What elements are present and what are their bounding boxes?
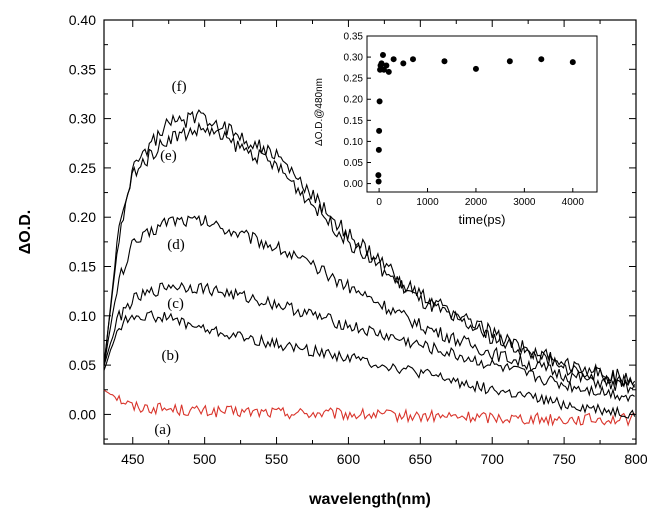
inset-data-point [570,59,576,65]
x-tick-label: 700 [481,451,505,467]
y-tick-label: 0.25 [69,160,96,176]
inset-y-tick-label: 0.00 [344,179,364,190]
inset-data-point [507,58,513,64]
main-y-axis-title: ΔO.D. [17,210,34,254]
y-tick-label: 0.10 [69,308,96,324]
inset-x-tick-label: 1000 [416,197,439,208]
inset-data-point [410,56,416,62]
y-tick-label: 0.40 [69,12,96,28]
inset-plot-frame [367,36,597,192]
inset-data-point [473,66,479,72]
x-tick-label: 650 [409,451,433,467]
inset-x-tick-label: 0 [376,197,382,208]
inset-data-point [376,128,382,134]
curve-label-d: (d) [167,237,185,253]
curve-label-c: (c) [167,296,184,312]
inset-data-point [383,63,389,69]
inset-data-point [380,52,386,58]
inset-x-tick-label: 4000 [562,197,585,208]
inset-y-axis-title: ΔO.D.@480nm [314,78,325,146]
y-tick-label: 0.15 [69,259,96,275]
inset-y-tick-label: 0.05 [344,158,364,169]
inset-data-point [400,60,406,66]
y-tick-label: 0.35 [69,61,96,77]
x-tick-label: 800 [624,451,647,467]
y-tick-label: 0.05 [69,357,96,373]
main-x-axis-title: wavelength(nm) [308,491,431,508]
inset-data-point [538,56,544,62]
inset-data-point [441,58,447,64]
x-tick-label: 500 [193,451,217,467]
inset-data-point [376,178,382,184]
curve-label-f: (f) [172,79,187,95]
curve-label-b: (b) [162,348,180,364]
inset-data-point [386,69,392,75]
inset-y-tick-label: 0.20 [344,95,364,106]
y-tick-label: 0.30 [69,111,96,127]
inset-x-tick-label: 3000 [513,197,536,208]
x-tick-label: 600 [337,451,361,467]
inset-data-point [376,147,382,153]
inset-y-tick-label: 0.10 [344,137,364,148]
x-tick-label: 750 [552,451,576,467]
inset-x-axis-title: time(ps) [459,212,506,227]
inset-y-tick-label: 0.35 [344,32,364,43]
inset-data-point [391,56,397,62]
curve-label-e: (e) [160,148,177,164]
x-tick-label: 450 [121,451,145,467]
y-tick-label: 0.20 [69,209,96,225]
inset-data-point [375,172,381,178]
y-tick-label: 0.00 [69,406,96,422]
inset-y-tick-label: 0.25 [344,74,364,85]
inset-y-tick-label: 0.15 [344,116,364,127]
curve-label-a: (a) [154,422,171,438]
inset-y-tick-label: 0.30 [344,53,364,64]
inset-x-tick-label: 2000 [465,197,488,208]
x-tick-label: 550 [265,451,289,467]
inset-data-point [377,98,383,104]
